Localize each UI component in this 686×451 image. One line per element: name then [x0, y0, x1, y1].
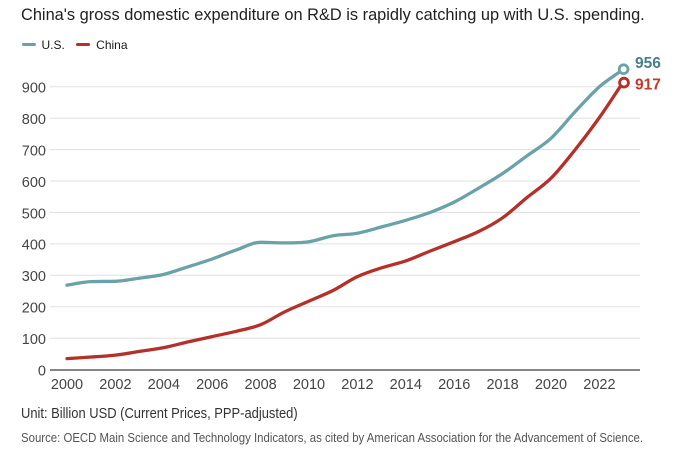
svg-text:0: 0 — [38, 363, 46, 379]
svg-text:800: 800 — [22, 112, 46, 128]
svg-text:956: 956 — [635, 55, 661, 72]
svg-text:917: 917 — [635, 77, 661, 94]
svg-text:700: 700 — [22, 143, 46, 159]
svg-text:2008: 2008 — [244, 377, 276, 393]
svg-text:2004: 2004 — [148, 377, 180, 393]
svg-text:2016: 2016 — [438, 377, 470, 393]
svg-text:100: 100 — [22, 332, 46, 348]
svg-text:2010: 2010 — [293, 377, 325, 393]
svg-text:2012: 2012 — [341, 377, 373, 393]
svg-text:2018: 2018 — [486, 377, 518, 393]
svg-text:2000: 2000 — [51, 377, 83, 393]
svg-text:2006: 2006 — [196, 377, 228, 393]
svg-text:2014: 2014 — [390, 377, 422, 393]
svg-text:600: 600 — [22, 175, 46, 191]
svg-text:400: 400 — [22, 238, 46, 254]
svg-text:300: 300 — [22, 269, 46, 285]
svg-text:2022: 2022 — [583, 377, 615, 393]
svg-text:500: 500 — [22, 206, 46, 222]
svg-text:900: 900 — [22, 81, 46, 97]
svg-text:200: 200 — [22, 301, 46, 317]
svg-text:2002: 2002 — [99, 377, 131, 393]
svg-text:2020: 2020 — [535, 377, 567, 393]
